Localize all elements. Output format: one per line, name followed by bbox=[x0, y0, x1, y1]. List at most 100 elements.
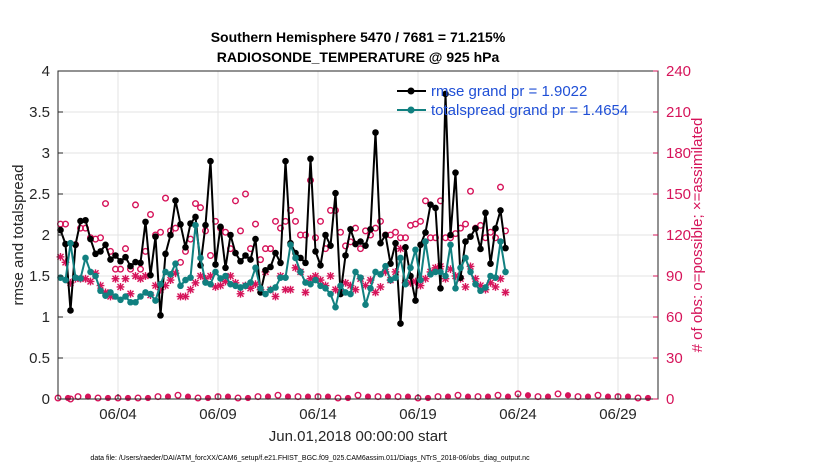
totalspread-point bbox=[332, 303, 339, 311]
possible-obs-marker bbox=[161, 194, 169, 202]
rmse-point bbox=[187, 220, 194, 227]
low-assimilated-marker bbox=[144, 394, 152, 402]
low-assimilated-marker bbox=[564, 392, 572, 399]
rmse-point bbox=[332, 189, 339, 197]
assimilated-obs-marker bbox=[326, 272, 335, 280]
x-tick-label: 06/24 bbox=[499, 406, 537, 423]
rmse-point bbox=[497, 207, 504, 214]
rmse-point bbox=[357, 238, 364, 245]
possible-obs-marker bbox=[277, 224, 285, 232]
low-assimilated-marker bbox=[484, 393, 492, 400]
low-possible-marker bbox=[554, 390, 562, 398]
legend-spread-label: totalspread grand pr = 1.4654 bbox=[431, 102, 628, 119]
totalspread-point bbox=[302, 279, 309, 286]
low-assimilated-marker bbox=[584, 393, 592, 400]
totalspread-point bbox=[207, 280, 214, 288]
totalspread-point bbox=[92, 272, 99, 280]
rmse-point bbox=[267, 263, 274, 271]
possible-obs-marker bbox=[467, 187, 475, 195]
data-file-footnote: data file: /Users/raeder/DAI/ATM_forcXX/… bbox=[90, 455, 530, 462]
rmse-point bbox=[102, 241, 109, 249]
rmse-point bbox=[402, 244, 409, 251]
totalspread-point bbox=[487, 272, 494, 280]
totalspread-point bbox=[377, 271, 384, 278]
rmse-point bbox=[372, 129, 379, 136]
rmse-point bbox=[392, 239, 399, 247]
possible-obs-marker bbox=[392, 228, 400, 236]
totalspread-point bbox=[352, 268, 359, 276]
rmse-point bbox=[367, 225, 374, 233]
possible-obs-marker bbox=[251, 220, 259, 228]
rmse-point bbox=[342, 252, 349, 259]
totalspread-point bbox=[107, 289, 114, 296]
rmse-point bbox=[362, 242, 369, 249]
possible-obs-marker bbox=[317, 217, 325, 225]
rmse-point bbox=[167, 231, 174, 239]
totalspread-point bbox=[222, 272, 229, 280]
x-axis-ticks: 06/04 06/09 06/14 06/19 06/24 06/29 bbox=[99, 394, 637, 423]
rmse-point bbox=[252, 235, 259, 243]
y-tick-label: 1.5 bbox=[29, 268, 50, 285]
rmse-point bbox=[387, 260, 394, 268]
totalspread-point bbox=[497, 238, 504, 245]
legend: rmse grand pr = 1.9022 totalspread grand… bbox=[397, 83, 628, 119]
rmse-point bbox=[202, 221, 209, 229]
rmse-point bbox=[482, 209, 489, 217]
rmse-point bbox=[462, 238, 469, 245]
low-possible-marker bbox=[194, 394, 202, 402]
totalspread-point bbox=[142, 289, 149, 296]
totalspread-point bbox=[412, 246, 419, 254]
assimilated-obs-marker bbox=[491, 283, 500, 291]
totalspread-point bbox=[362, 301, 369, 309]
rmse-point bbox=[472, 225, 479, 232]
y2-tick-label: 0 bbox=[666, 391, 674, 408]
rmse-point bbox=[312, 248, 319, 255]
totalspread-point bbox=[282, 274, 289, 281]
totalspread-point bbox=[317, 282, 324, 290]
totalspread-point bbox=[82, 254, 89, 262]
rmse-point bbox=[97, 248, 104, 255]
totalspread-point bbox=[272, 284, 279, 291]
low-assimilated-marker bbox=[184, 393, 192, 400]
possible-obs-marker bbox=[497, 183, 505, 191]
totalspread-point bbox=[472, 280, 479, 288]
rmse-point bbox=[487, 260, 494, 268]
rmse-point bbox=[127, 262, 134, 270]
y-axis-label: rmse and totalspread bbox=[10, 165, 27, 306]
rmse-point bbox=[452, 169, 459, 176]
totalspread-point bbox=[77, 275, 84, 282]
possible-obs-marker bbox=[462, 220, 470, 228]
totalspread-point bbox=[277, 274, 284, 281]
low-assimilated-marker bbox=[404, 393, 412, 400]
rmse-point bbox=[322, 231, 329, 239]
low-assimilated-marker bbox=[164, 393, 172, 400]
y-tick-label: 2.5 bbox=[29, 186, 50, 203]
rmse-point bbox=[82, 216, 89, 224]
totalspread-point bbox=[122, 293, 129, 300]
rmse-point bbox=[277, 259, 284, 267]
low-assimilated-marker bbox=[264, 393, 272, 400]
possible-obs-marker bbox=[146, 210, 154, 218]
assimilated-obs-marker bbox=[121, 274, 130, 283]
low-assimilated-marker bbox=[444, 393, 452, 400]
y2-tick-label: 240 bbox=[666, 63, 691, 80]
assimilated-obs-marker bbox=[86, 277, 95, 286]
x-tick-label: 06/19 bbox=[399, 406, 437, 423]
low-assimilated-marker bbox=[544, 393, 552, 400]
low-possible-marker bbox=[354, 391, 362, 399]
assimilated-obs-marker bbox=[271, 292, 280, 301]
rmse-point bbox=[352, 240, 359, 248]
rmse-point bbox=[432, 204, 439, 212]
rmse-point bbox=[427, 201, 434, 208]
rmse-point bbox=[282, 157, 289, 165]
totalspread-point bbox=[177, 282, 184, 290]
rmse-point bbox=[217, 223, 224, 231]
rmse-point bbox=[157, 312, 164, 319]
assimilated-obs-marker bbox=[136, 274, 145, 283]
rmse-point bbox=[212, 261, 219, 268]
rmse-point bbox=[142, 218, 149, 226]
possible-obs-marker bbox=[171, 224, 179, 232]
possible-obs-marker bbox=[121, 245, 129, 253]
low-possible-marker bbox=[454, 391, 462, 399]
rmse-point bbox=[132, 258, 139, 266]
